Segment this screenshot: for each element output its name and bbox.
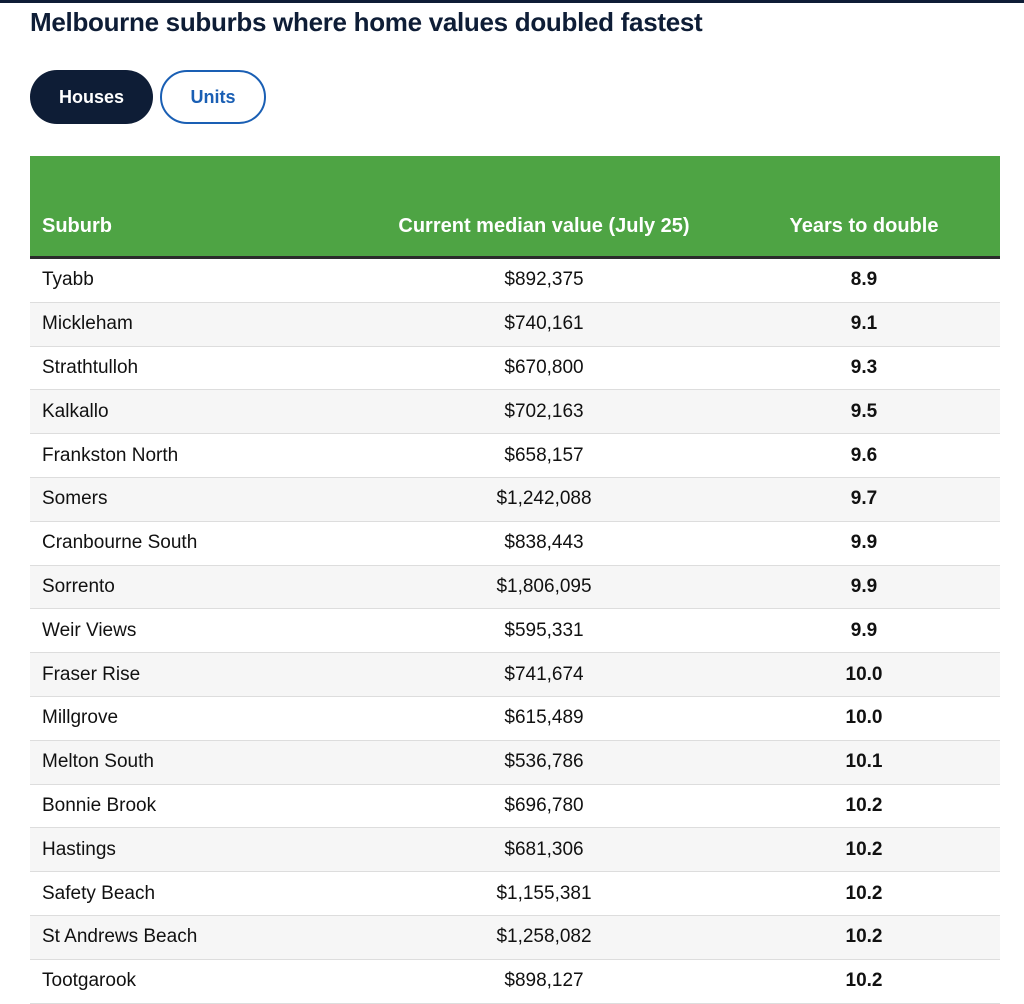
tab[interactable]: Houses <box>30 70 153 124</box>
column-header: Current median value (July 25) <box>360 156 728 259</box>
table-row: Melton South $536,786 10.1 <box>30 740 1000 785</box>
table-cell: $740,161 <box>360 302 728 347</box>
table-cell: 9.9 <box>728 608 1000 654</box>
table-cell: Cranbourne South <box>30 521 360 566</box>
table-cell: Frankston North <box>30 433 360 478</box>
table-cell: $1,806,095 <box>360 565 728 610</box>
table-row: Tyabb $892,375 8.9 <box>30 257 1000 303</box>
table-cell: Strathtulloh <box>30 346 360 391</box>
tabs: Houses Units <box>30 70 266 124</box>
table-row: Cranbourne South $838,443 9.9 <box>30 521 1000 566</box>
table-cell: 10.1 <box>728 740 1000 785</box>
table-cell: $670,800 <box>360 346 728 391</box>
table-cell: Fraser Rise <box>30 652 360 697</box>
table-row: Mickleham $740,161 9.1 <box>30 302 1000 347</box>
table-cell: $1,155,381 <box>360 871 728 916</box>
table-cell: 9.5 <box>728 389 1000 435</box>
table-cell: $1,258,082 <box>360 915 728 960</box>
table-cell: 10.2 <box>728 871 1000 916</box>
table-cell: $1,242,088 <box>360 477 728 522</box>
table-row: Sorrento $1,806,095 9.9 <box>30 565 1000 610</box>
table-cell: Tootgarook <box>30 959 360 1004</box>
table-cell: Sorrento <box>30 565 360 610</box>
table-cell: Mickleham <box>30 302 360 347</box>
table-row: Weir Views $595,331 9.9 <box>30 608 1000 654</box>
table-cell: $681,306 <box>360 827 728 873</box>
table-cell: 10.0 <box>728 696 1000 741</box>
table-row: Safety Beach $1,155,381 10.2 <box>30 871 1000 916</box>
table-cell: $658,157 <box>360 433 728 478</box>
table-cell: 10.2 <box>728 827 1000 873</box>
table-cell: $838,443 <box>360 521 728 566</box>
table-cell: Hastings <box>30 827 360 873</box>
table-cell: Somers <box>30 477 360 522</box>
column-header: Suburb <box>30 156 360 259</box>
table-cell: 10.0 <box>728 652 1000 697</box>
table-cell: $536,786 <box>360 740 728 785</box>
table-cell: Melton South <box>30 740 360 785</box>
table-row: Kalkallo $702,163 9.5 <box>30 389 1000 435</box>
table-cell: Weir Views <box>30 608 360 654</box>
table-cell: 9.7 <box>728 477 1000 522</box>
table-cell: Tyabb <box>30 257 360 303</box>
table-cell: Bonnie Brook <box>30 784 360 829</box>
table-cell: 9.9 <box>728 521 1000 566</box>
table-cell: 9.6 <box>728 433 1000 478</box>
table-cell: 10.2 <box>728 784 1000 829</box>
table-cell: St Andrews Beach <box>30 915 360 960</box>
table-row: Tootgarook $898,127 10.2 <box>30 959 1000 1004</box>
table-cell: Safety Beach <box>30 871 360 916</box>
table-row: Frankston North $658,157 9.6 <box>30 433 1000 478</box>
table-cell: 10.2 <box>728 959 1000 1004</box>
table-row: Strathtulloh $670,800 9.3 <box>30 346 1000 391</box>
table-row: Millgrove $615,489 10.0 <box>30 696 1000 741</box>
table-cell: 8.9 <box>728 257 1000 303</box>
table-cell: 9.9 <box>728 565 1000 610</box>
table-cell: $696,780 <box>360 784 728 829</box>
table-row: Fraser Rise $741,674 10.0 <box>30 652 1000 697</box>
table-row: Bonnie Brook $696,780 10.2 <box>30 784 1000 829</box>
table-cell: Millgrove <box>30 696 360 741</box>
table-cell: $898,127 <box>360 959 728 1004</box>
table-row: Somers $1,242,088 9.7 <box>30 477 1000 522</box>
table-cell: 9.1 <box>728 302 1000 347</box>
table-cell: 10.2 <box>728 915 1000 960</box>
tab[interactable]: Units <box>160 70 266 124</box>
table-cell: $741,674 <box>360 652 728 697</box>
table-body: Tyabb $892,375 8.9 Mickleham $740,161 9.1 Stra… <box>30 257 1000 1004</box>
table: Suburb Current median value (July 25) Year… <box>30 156 1000 1004</box>
column-header: Years to double <box>728 156 1000 259</box>
table-cell: $615,489 <box>360 696 728 741</box>
table-cell: Kalkallo <box>30 389 360 435</box>
title: Melbourne suburbs where home values doub… <box>30 7 703 37</box>
table-cell: 9.3 <box>728 346 1000 391</box>
table-row: Hastings $681,306 10.2 <box>30 827 1000 873</box>
header-row: Suburb Current median value (July 25) Year… <box>30 156 1000 259</box>
table-row: St Andrews Beach $1,258,082 10.2 <box>30 915 1000 960</box>
table-cell: $892,375 <box>360 257 728 303</box>
table-cell: $595,331 <box>360 608 728 654</box>
table-cell: $702,163 <box>360 389 728 435</box>
